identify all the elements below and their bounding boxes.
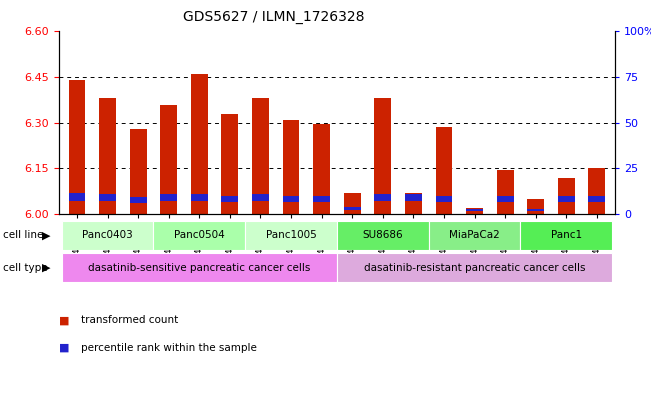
Bar	[558, 196, 575, 202]
Text: MiaPaCa2: MiaPaCa2	[449, 230, 500, 241]
Text: ■: ■	[59, 343, 69, 353]
Bar	[374, 195, 391, 201]
Bar	[307, 221, 337, 250]
Bar	[466, 208, 483, 214]
Bar	[68, 80, 85, 214]
Text: GDS5627 / ILMN_1726328: GDS5627 / ILMN_1726328	[183, 10, 364, 24]
Bar	[160, 105, 177, 214]
Bar	[589, 196, 605, 202]
Text: Panc0504: Panc0504	[174, 230, 225, 241]
Bar	[527, 209, 544, 211]
Bar	[436, 196, 452, 202]
Bar	[466, 209, 483, 211]
Bar	[520, 221, 551, 250]
Bar	[215, 221, 245, 250]
Bar	[283, 120, 299, 214]
Bar	[405, 193, 422, 214]
Bar	[245, 221, 276, 250]
Bar	[436, 127, 452, 214]
Bar	[154, 221, 245, 250]
Bar	[221, 114, 238, 214]
Bar	[283, 196, 299, 202]
Bar	[490, 221, 520, 250]
Bar	[154, 221, 184, 250]
Bar	[405, 195, 422, 201]
Bar	[313, 196, 330, 202]
Bar	[459, 221, 490, 250]
Text: dasatinib-resistant pancreatic cancer cells: dasatinib-resistant pancreatic cancer ce…	[364, 263, 585, 273]
Bar	[92, 221, 123, 250]
Bar	[123, 221, 154, 250]
Bar	[191, 195, 208, 201]
Bar	[62, 221, 154, 250]
Text: Panc1: Panc1	[551, 230, 582, 241]
Text: Panc0403: Panc0403	[82, 230, 133, 241]
Bar	[581, 221, 612, 250]
Bar	[337, 221, 367, 250]
Bar	[99, 98, 116, 214]
Bar	[68, 193, 85, 201]
Text: transformed count: transformed count	[81, 315, 178, 325]
Bar	[527, 199, 544, 214]
Text: Panc1005: Panc1005	[266, 230, 316, 241]
Text: ▶: ▶	[42, 263, 51, 273]
Bar	[589, 169, 605, 214]
Bar	[344, 207, 361, 209]
Bar	[313, 124, 330, 214]
Bar	[62, 253, 337, 282]
Bar	[221, 196, 238, 202]
Bar	[191, 74, 208, 214]
Bar	[160, 195, 177, 201]
Bar	[398, 221, 428, 250]
Bar	[130, 129, 146, 214]
Bar	[551, 221, 581, 250]
Text: cell line: cell line	[3, 230, 44, 241]
Text: SU8686: SU8686	[363, 230, 403, 241]
Bar	[276, 221, 307, 250]
Bar	[558, 178, 575, 214]
Bar	[497, 196, 514, 202]
Bar	[374, 98, 391, 214]
Bar	[184, 221, 215, 250]
Bar	[428, 221, 520, 250]
Bar	[99, 195, 116, 201]
Bar	[367, 221, 398, 250]
Bar	[245, 221, 337, 250]
Text: ■: ■	[59, 315, 69, 325]
Bar	[337, 253, 612, 282]
Bar	[252, 195, 269, 201]
Bar	[428, 221, 459, 250]
Bar	[344, 193, 361, 214]
Bar	[520, 221, 612, 250]
Bar	[62, 221, 92, 250]
Bar	[252, 98, 269, 214]
Text: dasatinib-sensitive pancreatic cancer cells: dasatinib-sensitive pancreatic cancer ce…	[88, 263, 311, 273]
Bar	[337, 221, 428, 250]
Bar	[130, 197, 146, 203]
Text: percentile rank within the sample: percentile rank within the sample	[81, 343, 257, 353]
Bar	[497, 170, 514, 214]
Text: cell type: cell type	[3, 263, 48, 273]
Text: ▶: ▶	[42, 230, 51, 241]
